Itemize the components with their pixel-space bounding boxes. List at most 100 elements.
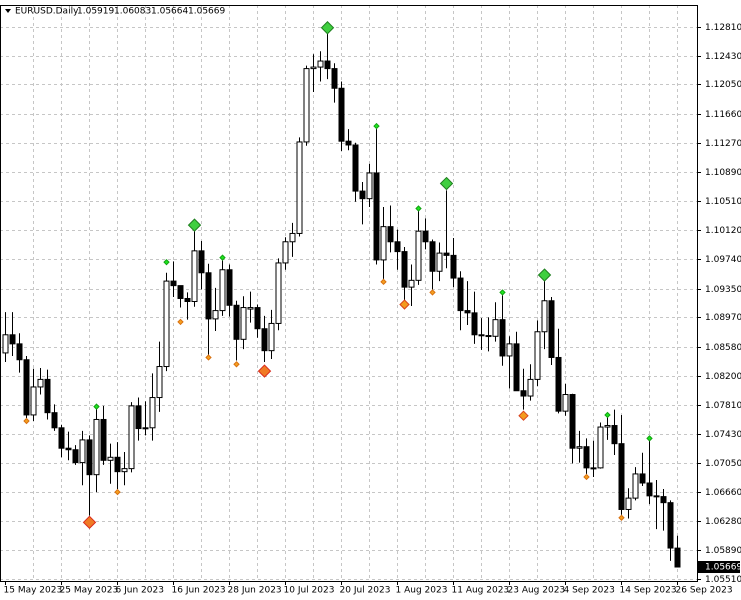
candle-body: [415, 230, 422, 281]
candle-body: [310, 66, 317, 70]
candle-body: [527, 378, 534, 397]
candle-body: [359, 190, 366, 200]
y-tick-label: 1.08580: [705, 343, 741, 353]
menu-arrow[interactable]: [5, 9, 11, 13]
candle-body: [107, 456, 114, 461]
y-tick-label: 1.11270: [705, 139, 741, 149]
candle-body: [485, 335, 492, 338]
candle-body: [562, 394, 569, 412]
candle-body: [233, 304, 240, 340]
candle-body: [128, 405, 135, 470]
candle-body: [65, 447, 72, 451]
candle-body: [44, 378, 51, 414]
large-diamond: [257, 364, 272, 378]
small-diamond: [373, 122, 380, 130]
y-tick-label: 1.12050: [705, 80, 741, 90]
small-diamond: [583, 473, 590, 481]
x-tick-label: 1 Aug 2023: [396, 586, 448, 596]
y-tick-label: 1.09740: [705, 255, 741, 265]
candle-body: [436, 252, 443, 272]
chart-title: EURUSD.Daily: [15, 7, 79, 17]
candle-body: [198, 250, 205, 274]
x-tick-label: 6 Jun 2023: [116, 586, 164, 596]
small-diamond: [646, 435, 653, 442]
candle-body: [534, 331, 541, 380]
candle-body: [422, 230, 429, 243]
y-tick-label: 1.11660: [705, 110, 741, 120]
candle-body: [541, 300, 548, 333]
x-tick-label: 28 Jun 2023: [228, 586, 282, 596]
small-diamond: [380, 278, 387, 286]
plot-frame: [0, 5, 698, 582]
candle-body: [16, 343, 23, 361]
candle-body: [219, 269, 226, 312]
candle-body: [639, 473, 646, 484]
small-diamond: [233, 361, 240, 368]
y-tick-label: 1.07050: [705, 459, 741, 469]
y-tick-label: 1.05890: [705, 546, 741, 556]
axes: 1.12810 1.12430 1.12050 1.11660 1.11270 1.108…: [4, 23, 741, 596]
candle-body: [646, 482, 653, 497]
candle-body: [142, 427, 149, 430]
candle-body: [79, 439, 86, 464]
y-tick-label: 1.07810: [705, 401, 741, 411]
candle-body: [37, 378, 44, 388]
candle-body: [499, 319, 506, 357]
candle-body: [653, 495, 660, 498]
candle-body: [30, 386, 37, 416]
candle-body: [667, 502, 674, 549]
candle-body: [93, 418, 100, 476]
y-tick-label: 1.05510: [705, 575, 741, 585]
y-tick-label: 1.08200: [705, 372, 741, 382]
candle-body: [149, 397, 156, 429]
candle-body: [289, 232, 296, 243]
candle-body: [660, 496, 667, 504]
candle-body: [408, 279, 415, 288]
x-tick-label: 15 May 2023: [4, 586, 63, 596]
candle-body: [23, 359, 30, 416]
large-diamond: [320, 21, 335, 35]
candle-body: [492, 319, 499, 337]
x-tick-label: 20 Jul 2023: [340, 586, 391, 596]
x-tick-label: 26 Sep 2023: [676, 586, 733, 596]
candle-body: [366, 172, 373, 200]
y-tick-label: 1.10510: [705, 197, 741, 207]
candle-body: [205, 272, 212, 320]
candle-body: [590, 467, 597, 470]
candle-body: [212, 310, 219, 320]
candle-body: [303, 68, 310, 143]
candle-body: [632, 473, 639, 499]
candle-body: [380, 226, 387, 261]
candle-body: [478, 334, 485, 337]
candle-body: [429, 241, 436, 272]
small-diamond: [499, 289, 506, 296]
medium-diamond: [518, 410, 529, 421]
small-diamond: [114, 488, 121, 496]
small-diamond: [604, 411, 611, 419]
small-diamond: [177, 318, 184, 326]
candle-body: [513, 343, 520, 392]
candle-body: [254, 307, 261, 330]
candle-body: [373, 172, 380, 261]
candle-body: [569, 394, 576, 449]
candle-body: [156, 366, 163, 399]
large-diamond: [439, 176, 454, 191]
medium-diamond: [399, 299, 410, 310]
small-diamond: [93, 403, 100, 410]
candle-body: [611, 425, 618, 445]
candle-body: [443, 252, 450, 256]
candle-body: [51, 412, 58, 429]
y-tick-label: 1.08970: [705, 313, 741, 323]
x-tick-label: 23 Aug 2023: [508, 586, 566, 596]
header-high: 1.06083: [114, 7, 151, 17]
candle-body: [394, 241, 401, 253]
candle-body: [618, 443, 625, 510]
candle-body: [401, 251, 408, 288]
candle-body: [58, 427, 65, 449]
candle-body: [86, 439, 93, 476]
candle-body: [268, 322, 275, 352]
candle-body: [471, 312, 478, 336]
y-tick-label: 1.12810: [705, 23, 741, 33]
candle-body: [135, 405, 142, 430]
